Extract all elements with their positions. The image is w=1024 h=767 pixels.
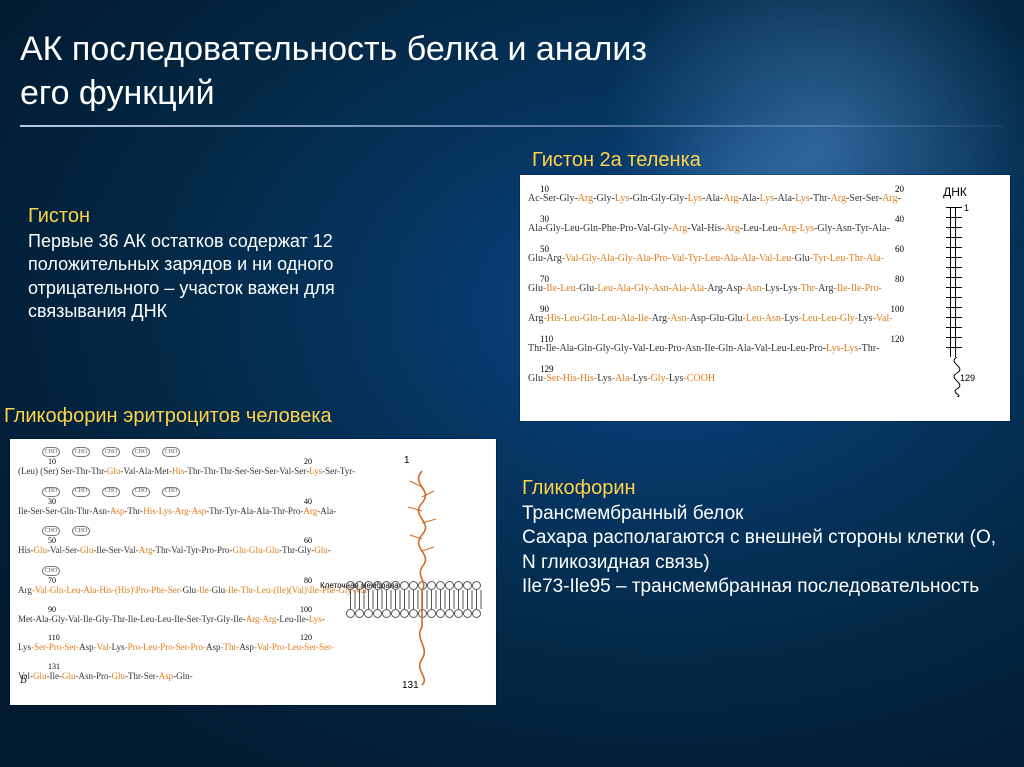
glycophorin-heading: Гликофорин bbox=[522, 477, 1010, 500]
cho-glycan-icon: CHO bbox=[162, 487, 180, 497]
cho-glycan-icon: CHO bbox=[162, 447, 180, 457]
content-area: Гистон 2а теленка Гистон Первые 36 АК ос… bbox=[0, 141, 1024, 153]
histone-text-block: Гистон Первые 36 АК остатков содержат 12… bbox=[28, 205, 438, 324]
glycophorin-sequence-figure: Б CHOCHOCHOCHOCHO1020(Leu) (Ser) Ser-Thr… bbox=[10, 439, 496, 705]
title-rule bbox=[20, 125, 1004, 127]
protein-coil-icon bbox=[942, 357, 972, 397]
cho-glycan-icon: CHO bbox=[42, 526, 60, 536]
panel-letter: Б bbox=[20, 673, 27, 686]
glycophorin-panel-label: Гликофорин эритроцитов человека bbox=[4, 405, 332, 428]
glycophorin-line3: Ile73-Ile95 – трансмембранная последоват… bbox=[522, 575, 1010, 599]
chain-bottom-num: 131 bbox=[402, 680, 419, 691]
cho-glycan-icon: CHO bbox=[42, 566, 60, 576]
cho-glycan-icon: CHO bbox=[102, 487, 120, 497]
membrane-diagram: 1 Клеточная мембрана 131 bbox=[320, 453, 488, 693]
glycophorin-text-block: Гликофорин Трансмембранный белок Сахара … bbox=[522, 477, 1010, 599]
cho-glycan-icon: CHO bbox=[132, 487, 150, 497]
cho-glycan-icon: CHO bbox=[72, 487, 90, 497]
cho-glycan-icon: CHO bbox=[42, 447, 60, 457]
cho-glycan-icon: CHO bbox=[102, 447, 120, 457]
histone-panel-label: Гистон 2а теленка bbox=[532, 149, 701, 172]
dna-ladder-diagram: ДНК 1 129 bbox=[910, 185, 1000, 411]
protein-chain-icon bbox=[402, 467, 442, 687]
cho-glycan-icon: CHO bbox=[72, 526, 90, 536]
histone-sequence-text: 1020Ac-Ser-Gly-Arg-Gly-Lys-Gln-Gly-Gly-L… bbox=[528, 185, 906, 395]
dna-label: ДНК bbox=[910, 185, 1000, 199]
glycophorin-sequence-text: Б CHOCHOCHOCHOCHO1020(Leu) (Ser) Ser-Thr… bbox=[18, 447, 318, 692]
histone-body: Первые 36 АК остатков содержат 12 положи… bbox=[28, 230, 438, 324]
page-title: АК последовательность белка и анализ его… bbox=[20, 28, 660, 115]
histone-heading: Гистон bbox=[28, 205, 438, 228]
glycophorin-line1: Трансмембранный белок bbox=[522, 502, 1010, 526]
glycophorin-line2: Сахара располагаются с внешней стороны к… bbox=[522, 526, 1010, 575]
chain-top-num: 1 bbox=[404, 455, 410, 466]
cho-glycan-icon: CHO bbox=[42, 487, 60, 497]
cho-glycan-icon: CHO bbox=[72, 447, 90, 457]
ladder-top-num: 1 bbox=[964, 203, 969, 213]
cho-glycan-icon: CHO bbox=[132, 447, 150, 457]
histone-sequence-figure: 1020Ac-Ser-Gly-Arg-Gly-Lys-Gln-Gly-Gly-L… bbox=[520, 175, 1010, 421]
